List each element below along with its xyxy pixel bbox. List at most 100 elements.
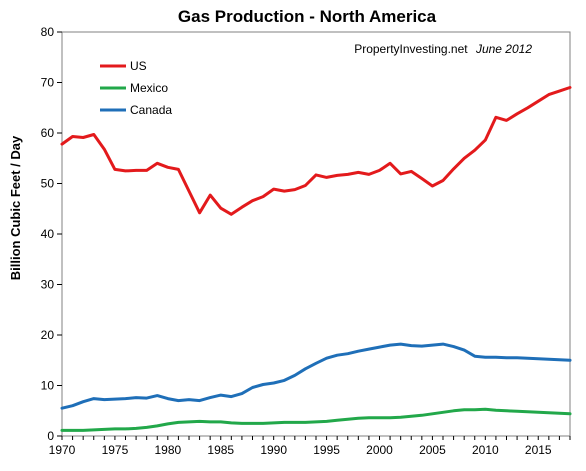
data-point-canada <box>124 397 127 400</box>
source-date: June 2012 <box>475 42 532 56</box>
data-point-mexico <box>325 420 328 423</box>
data-point-us <box>240 206 243 209</box>
x-tick-label: 1985 <box>207 443 234 457</box>
y-tick-label: 60 <box>41 126 55 140</box>
data-point-mexico <box>367 416 370 419</box>
x-tick-label: 2010 <box>472 443 499 457</box>
data-point-canada <box>188 398 190 401</box>
y-tick-label: 80 <box>41 25 55 39</box>
data-point-mexico <box>82 429 85 432</box>
data-point-canada <box>420 345 423 348</box>
data-point-mexico <box>389 416 392 419</box>
data-point-us <box>156 162 159 165</box>
data-point-canada <box>452 345 455 348</box>
data-point-us <box>473 149 476 152</box>
data-point-mexico <box>113 427 116 430</box>
data-point-us <box>389 162 392 165</box>
data-point-mexico <box>145 426 148 429</box>
data-point-us <box>537 100 540 103</box>
data-point-canada <box>198 399 201 402</box>
data-point-mexico <box>71 429 74 432</box>
data-point-mexico <box>156 424 159 427</box>
data-point-mexico <box>547 411 550 414</box>
data-point-us <box>463 157 466 160</box>
y-tick-label: 70 <box>41 76 55 90</box>
data-point-us <box>410 170 413 173</box>
data-point-canada <box>240 392 243 395</box>
source-name: PropertyInvesting.net <box>354 42 468 56</box>
chart-title: Gas Production - North America <box>178 7 437 26</box>
data-point-canada <box>325 357 328 360</box>
data-point-us <box>209 194 212 197</box>
data-point-mexico <box>473 408 476 411</box>
data-point-mexico <box>452 409 455 412</box>
data-point-canada <box>304 367 307 370</box>
data-point-canada <box>431 344 434 347</box>
data-point-mexico <box>569 412 571 415</box>
data-point-us <box>399 172 402 175</box>
data-point-canada <box>103 398 106 401</box>
data-point-canada <box>367 348 370 351</box>
data-point-mexico <box>463 408 466 411</box>
data-point-mexico <box>240 422 243 425</box>
y-tick-label: 0 <box>47 429 54 443</box>
data-point-canada <box>315 362 317 365</box>
plot-frame <box>61 31 571 437</box>
data-point-us <box>113 168 116 171</box>
series-lines <box>60 86 572 432</box>
data-point-mexico <box>484 408 487 411</box>
data-point-us <box>452 167 455 170</box>
data-point-canada <box>346 352 349 355</box>
data-point-us <box>92 133 95 136</box>
data-point-mexico <box>315 420 317 423</box>
data-point-canada <box>473 355 476 358</box>
x-tick-label: 1995 <box>313 443 340 457</box>
data-point-canada <box>113 398 116 401</box>
data-point-us <box>198 211 201 214</box>
data-point-us <box>71 135 74 138</box>
y-axis: 0 10 20 30 40 50 60 70 80 <box>41 25 62 443</box>
data-point-mexico <box>188 420 190 423</box>
data-point-canada <box>61 407 63 410</box>
data-point-canada <box>92 397 95 400</box>
data-point-canada <box>399 343 402 346</box>
data-point-us <box>251 199 254 202</box>
data-point-canada <box>272 381 275 384</box>
data-point-us <box>547 93 550 96</box>
data-point-canada <box>357 350 360 353</box>
data-point-mexico <box>209 420 212 423</box>
data-point-mexico <box>420 414 423 417</box>
legend: US Mexico Canada <box>100 59 172 117</box>
data-point-mexico <box>166 422 169 425</box>
data-point-mexico <box>516 410 519 413</box>
data-point-us <box>262 195 265 198</box>
data-point-us <box>431 185 434 188</box>
data-point-us <box>516 112 519 115</box>
data-point-mexico <box>293 421 296 424</box>
data-point-us <box>230 213 233 216</box>
data-point-mexico <box>494 409 497 412</box>
data-point-mexico <box>198 420 201 423</box>
data-point-canada <box>135 396 138 399</box>
data-point-canada <box>558 358 561 361</box>
data-point-us <box>558 90 561 93</box>
data-point-us <box>304 184 307 187</box>
data-point-canada <box>494 356 497 359</box>
y-tick-label: 20 <box>41 328 55 342</box>
data-point-us <box>494 116 497 119</box>
x-tick-label: 1975 <box>102 443 129 457</box>
data-point-mexico <box>92 428 95 431</box>
data-point-canada <box>505 356 508 359</box>
data-point-mexico <box>103 428 106 431</box>
data-point-canada <box>547 358 550 361</box>
data-point-us <box>569 86 571 89</box>
data-point-canada <box>156 394 159 397</box>
data-point-us <box>219 207 222 210</box>
x-tick-label: 1980 <box>154 443 181 457</box>
data-point-mexico <box>399 416 402 419</box>
data-point-canada <box>389 344 392 347</box>
x-tick-label: 1970 <box>49 443 76 457</box>
data-point-us <box>166 166 169 169</box>
data-point-canada <box>569 359 571 362</box>
data-point-mexico <box>230 421 233 424</box>
